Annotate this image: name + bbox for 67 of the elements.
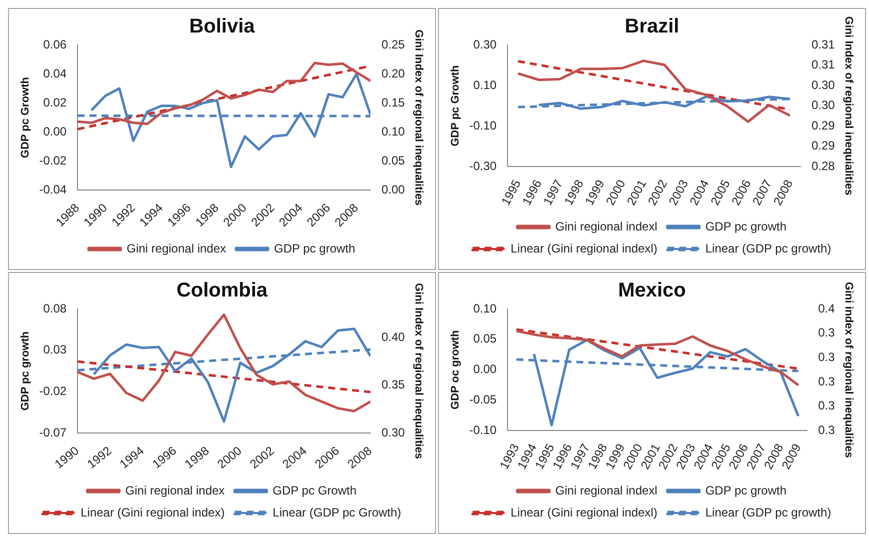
y2-tick-label: 0.29: [811, 118, 836, 132]
y-axis-title: GDP pc Growth: [450, 65, 462, 146]
y2-tick-label: 0.30: [381, 425, 406, 440]
y2-tick-label: 0.29: [811, 138, 836, 153]
legend-label: Gini regional index: [125, 483, 225, 498]
chart-title: Bolivia: [189, 16, 256, 38]
legend-label: Linear (GDP pc growth): [705, 505, 832, 520]
y-tick-label: 0.10: [473, 78, 497, 92]
y-tick-label: -0.10: [469, 422, 497, 437]
y2-tick-label: 0.10: [381, 124, 406, 138]
y2-tick-label: 0.31: [811, 37, 836, 52]
chart-title: Brazil: [624, 16, 680, 38]
y2-tick-label: 0.4: [818, 301, 836, 316]
y2-tick-label: 0.40: [381, 330, 406, 344]
y2-tick-label: 0.3: [818, 422, 836, 437]
legend-label: GDP pc growth: [274, 241, 356, 256]
y-tick-label: 0.03: [43, 342, 67, 357]
y-tick-label: -0.02: [39, 384, 67, 398]
y-tick-label: 0.04: [43, 66, 67, 80]
y-tick-label: 0.02: [43, 95, 67, 110]
y-axis-title: GDP pc Growth: [20, 76, 32, 158]
legend-label: Linear (GDP pc growth): [705, 241, 832, 256]
y-tick-label: 0.05: [473, 332, 497, 346]
legend-label: Gini regional index: [126, 241, 226, 256]
chart-title: Mexico: [618, 280, 686, 302]
y-tick-label: 0.30: [473, 37, 497, 52]
legend-label: Linear (Gini regional indexl): [510, 505, 658, 520]
y-axis-title: GDP pc growth: [20, 331, 32, 411]
y-tick-label: -0.04: [39, 182, 67, 196]
y2-tick-label: 0.3: [818, 350, 836, 364]
y2-axis-title: Gini Index of regional inequialities: [842, 16, 854, 196]
legend-label: Linear (Gini regional index): [80, 505, 225, 520]
y2-axis-title: Gini index of regional inequalities: [842, 282, 854, 458]
y-tick-label: 0.00: [43, 124, 67, 138]
y2-tick-label: 0.00: [381, 182, 406, 196]
y2-axis-title: Gini Index of regional inequalities: [412, 30, 424, 206]
legend-label: Linear (GDP pc Growth): [272, 505, 402, 520]
y2-tick-label: 0.20: [381, 66, 406, 80]
y2-tick-label: 0.15: [381, 95, 406, 110]
legend-label: GDP pc growth: [705, 219, 787, 234]
y-tick-label: -0.30: [469, 158, 497, 173]
legend-label: Gini regional indexl: [555, 483, 658, 498]
y2-tick-label: 0.05: [381, 153, 406, 168]
y-tick-label: 0.10: [473, 301, 497, 316]
y2-tick-label: 0.30: [811, 78, 836, 92]
y-tick-label: 0.06: [43, 37, 67, 52]
legend-label: Gini regional indexl: [555, 219, 658, 234]
y2-tick-label: 0.3: [818, 398, 836, 413]
y-tick-label: 0.00: [473, 362, 497, 376]
y2-tick-label: 0.3: [818, 326, 836, 340]
legend-label: GDP pc growth: [705, 483, 787, 498]
chart-title: Colombia: [176, 280, 268, 302]
y2-tick-label: 0.25: [381, 37, 406, 52]
y-tick-label: -0.10: [469, 118, 497, 132]
y2-tick-label: 0.31: [811, 58, 836, 72]
y-tick-label: -0.07: [39, 425, 67, 440]
y-tick-label: -0.02: [39, 153, 67, 168]
y2-tick-label: 0.3: [818, 374, 836, 388]
y2-axis-title: Gini Index of regional inequalities: [412, 283, 424, 460]
legend-label: GDP pc Growth: [272, 483, 356, 498]
y-tick-label: 0.08: [43, 301, 67, 316]
y-axis-title: GDP oc growth: [450, 330, 462, 410]
y2-tick-label: 0.35: [381, 378, 406, 392]
y2-tick-label: 0.28: [811, 158, 836, 173]
y2-tick-label: 0.30: [811, 98, 836, 112]
legend-label: Linear (Gini regional indexl): [510, 241, 658, 256]
y-tick-label: -0.05: [469, 392, 497, 407]
